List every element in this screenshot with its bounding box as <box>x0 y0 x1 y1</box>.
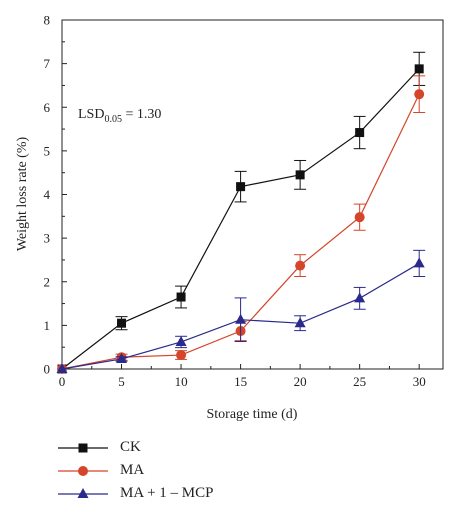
legend-label-ck: CK <box>120 439 141 455</box>
data-point <box>235 313 247 324</box>
data-point <box>295 170 305 180</box>
data-point <box>355 128 365 138</box>
y-tick-label: 8 <box>44 13 51 28</box>
data-point <box>295 260 306 271</box>
data-point <box>176 292 186 302</box>
data-point <box>236 182 246 192</box>
legend-marker <box>78 443 88 452</box>
data-point <box>56 363 68 373</box>
y-tick-label: 0 <box>44 362 51 377</box>
data-point <box>176 350 187 361</box>
legend-label-ma-1-mcp: MA + 1 – MCP <box>120 485 214 501</box>
legend-swatch-ma-1-mcp <box>58 487 108 498</box>
legend-swatch-ma <box>58 465 108 476</box>
x-tick-label: 5 <box>118 374 125 389</box>
legend-swatch-ck <box>58 443 108 452</box>
data-point <box>116 352 128 363</box>
y-tick-label: 2 <box>44 274 51 289</box>
y-tick-label: 6 <box>44 100 51 115</box>
lsd-annotation-base: LSD <box>78 107 104 122</box>
chart: 0 5 10 15 20 25 30 0 1 2 3 4 5 6 7 8 Storage time (d) W… <box>15 13 444 422</box>
data-point <box>354 212 365 223</box>
data-point <box>117 318 127 328</box>
data-point <box>175 335 187 346</box>
x-tick-label: 0 <box>59 374 66 389</box>
legend-item-ma-1-mcp: MA + 1 – MCP <box>58 482 214 505</box>
data-point <box>413 257 425 268</box>
y-tick-label: 1 <box>44 318 51 333</box>
legend: CK MA MA + 1 – MCP <box>58 436 214 505</box>
legend-item-ma: MA <box>58 459 214 482</box>
x-tick-label: 25 <box>353 374 366 389</box>
y-tick-label: 3 <box>44 231 51 246</box>
lsd-annotation: LSD0.05 = 1.30 <box>78 107 161 125</box>
x-tick-label: 10 <box>175 374 188 389</box>
x-tick-label: 20 <box>294 374 307 389</box>
y-axis-label: Weight loss rate (%) <box>15 136 30 251</box>
lsd-annotation-subscript: 0.05 <box>104 114 122 125</box>
data-point <box>294 317 306 328</box>
legend-marker <box>77 487 89 498</box>
legend-label-ma: MA <box>120 462 145 478</box>
data-point <box>354 292 366 303</box>
legend-marker <box>78 465 88 476</box>
x-tick-label: 15 <box>234 374 247 389</box>
lsd-annotation-rest: = 1.30 <box>122 107 161 122</box>
y-tick-label: 7 <box>44 56 51 71</box>
x-axis-label: Storage time (d) <box>207 407 298 422</box>
series-2 <box>56 249 426 373</box>
data-point <box>414 64 424 74</box>
y-tick-label: 5 <box>44 143 51 158</box>
data-point <box>414 89 425 100</box>
y-tick-label: 4 <box>44 187 51 202</box>
legend-item-ck: CK <box>58 436 214 459</box>
x-tick-label: 30 <box>413 374 426 389</box>
series-0 <box>57 51 426 374</box>
axis-ticks: 0 5 10 15 20 25 30 0 1 2 3 4 5 6 7 8 <box>44 13 426 390</box>
series-layer <box>56 51 426 374</box>
